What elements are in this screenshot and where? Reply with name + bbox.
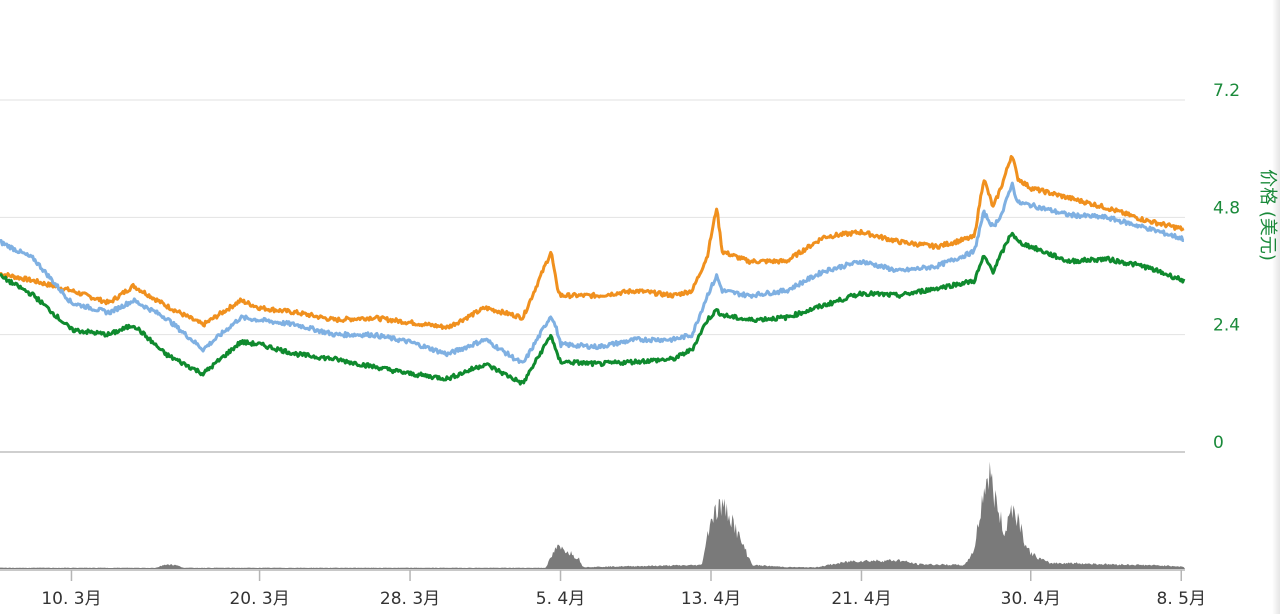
x-tick-label: 28. 3月 [380, 589, 440, 609]
x-tick-label: 21. 4月 [831, 589, 891, 609]
x-axis: 10. 3月 20. 3月 28. 3月 5. 4月 13. 4月 21. 4月 30. 4… [0, 569, 1206, 609]
series-line-2 [0, 231, 1186, 386]
window-edge-shadow [1272, 0, 1280, 614]
gridlines [0, 99, 1185, 453]
y-tick-label: 0 [1213, 433, 1224, 453]
price-series [0, 155, 1186, 386]
x-tick-label: 30. 4月 [1001, 589, 1061, 609]
series-line-0 [0, 155, 1185, 330]
y-tick-label: 7.2 [1213, 81, 1240, 101]
x-tick-label: 13. 4月 [681, 589, 741, 609]
volume-bars [0, 461, 1185, 569]
x-tick-label: 8. 5月 [1157, 589, 1206, 609]
x-tick-label: 10. 3月 [41, 589, 101, 609]
series-line-1 [0, 181, 1185, 364]
y-axis-title: 价格 (美元) [1257, 169, 1278, 261]
y-tick-label: 2.4 [1213, 316, 1240, 336]
y-tick-label: 4.8 [1213, 198, 1240, 218]
y-axis-ticks: 0 2.4 4.8 7.2 [1213, 81, 1240, 453]
volume-area [0, 461, 1185, 569]
x-tick-label: 20. 3月 [229, 589, 289, 609]
x-tick-label: 5. 4月 [536, 589, 585, 609]
